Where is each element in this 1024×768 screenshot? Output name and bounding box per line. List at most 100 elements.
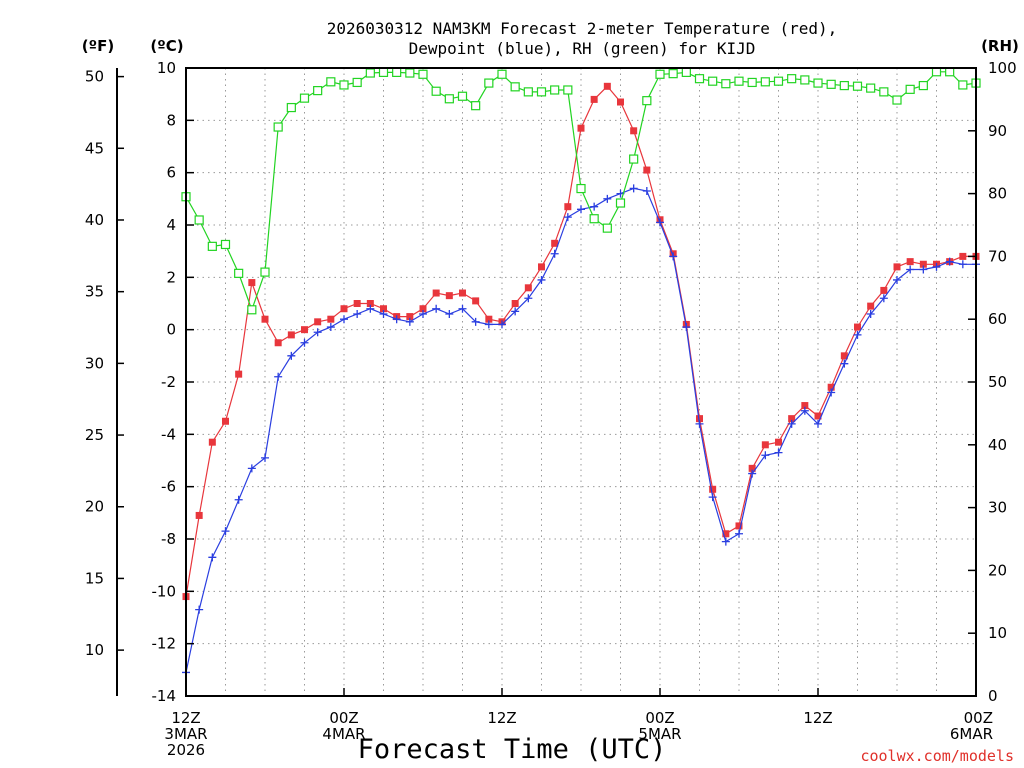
chart-title: 2026030312 NAM3KM Forecast 2-meter Tempe…: [327, 19, 838, 38]
temperature-point: [748, 464, 756, 472]
dewpoint-point: [353, 309, 362, 318]
celsius-tick-label: -10: [152, 582, 177, 600]
temperature-point: [445, 292, 453, 300]
rh-point: [484, 78, 494, 88]
dewpoint-point: [682, 323, 691, 332]
dewpoint-point: [827, 388, 836, 397]
rh-tick-label: 70: [988, 247, 1007, 265]
dewpoint-point: [274, 372, 283, 381]
rh-point: [497, 69, 507, 79]
temperature-point: [577, 124, 585, 132]
rh-point: [694, 74, 705, 84]
x-tick-label: 00Z: [645, 709, 674, 727]
rh-point: [839, 80, 849, 91]
dewpoint-point: [247, 464, 256, 473]
dewpoint-point: [629, 184, 638, 193]
dewpoint-point: [774, 448, 783, 457]
rh-point: [787, 74, 797, 84]
rh-point: [879, 87, 889, 97]
fahrenheit-tick-label: 30: [85, 354, 104, 372]
rh-point: [905, 84, 915, 94]
rh-tick-label: 10: [988, 624, 1007, 642]
temperature-point: [893, 263, 901, 271]
temperature-point: [472, 297, 480, 305]
rh-point: [313, 86, 323, 96]
rh-point: [299, 93, 310, 103]
temperature-point: [432, 289, 440, 297]
chart-subtitle: Dewpoint (blue), RH (green) for KIJD: [409, 39, 756, 58]
rh-point: [747, 77, 757, 88]
rh-tick-label: 20: [988, 561, 1007, 579]
x-tick-label: 12Z: [171, 709, 200, 727]
dewpoint-point: [300, 338, 309, 347]
rh-point: [365, 68, 375, 78]
dewpoint-point: [498, 320, 506, 329]
series-rh: [181, 67, 981, 315]
celsius-tick-label: 2: [166, 268, 176, 286]
dewpoint-point: [511, 307, 520, 316]
rh-point: [286, 102, 296, 113]
temperature-point: [603, 82, 611, 90]
celsius-axis-label: (ºC): [150, 37, 183, 55]
x-tick-label: 00Z: [964, 709, 993, 727]
dewpoint-point: [550, 249, 559, 258]
rh-point: [800, 75, 810, 85]
rh-point: [247, 305, 257, 315]
rh-point: [431, 86, 441, 96]
x-tick-label: 12Z: [487, 709, 516, 727]
rh-point: [207, 241, 217, 251]
temperature-point: [761, 441, 769, 449]
dewpoint-point: [800, 406, 809, 415]
rh-point: [721, 79, 731, 89]
dewpoint-point: [577, 205, 585, 214]
temperature-point: [564, 203, 572, 211]
temperature-point: [827, 383, 835, 391]
rh-point: [457, 91, 468, 101]
dewpoint-point: [761, 451, 770, 460]
temperature-point: [380, 305, 387, 313]
dewpoint-point: [853, 330, 862, 339]
temperature-point: [340, 305, 348, 313]
temperature-point: [406, 313, 414, 321]
rh-point: [826, 79, 836, 89]
temperature-point: [696, 415, 703, 423]
dewpoint-point: [524, 294, 533, 303]
temperature-point: [222, 417, 229, 425]
temperature-point: [880, 286, 888, 294]
temperature-point: [630, 127, 638, 135]
rh-point: [471, 101, 481, 111]
rh-point: [773, 76, 784, 86]
rh-point: [629, 154, 639, 164]
rh-point: [418, 69, 428, 79]
dewpoint-point: [735, 529, 743, 538]
dewpoint-point: [419, 309, 427, 318]
rh-point: [194, 215, 204, 225]
dewpoint-point: [340, 315, 348, 324]
rh-tick-label: 30: [988, 499, 1007, 517]
dewpoint-point: [656, 218, 664, 227]
fahrenheit-axis-label: (ºF): [82, 37, 114, 55]
temperature-point: [801, 402, 809, 410]
celsius-tick-label: -8: [161, 530, 176, 548]
rh-point: [642, 96, 652, 106]
rh-point: [576, 183, 586, 194]
fahrenheit-tick-label: 35: [85, 283, 104, 301]
dewpoint-point: [866, 309, 875, 318]
rh-point: [655, 69, 665, 79]
dewpoint-point: [748, 469, 757, 478]
fahrenheit-tick-label: 15: [85, 569, 104, 587]
temperature-point: [867, 302, 875, 310]
rh-point: [550, 85, 560, 95]
celsius-tick-label: -6: [161, 478, 176, 496]
temperature-point: [617, 98, 624, 106]
temperature-point: [287, 331, 295, 339]
rh-point: [378, 67, 389, 77]
dewpoint-point: [840, 359, 849, 368]
x-axis-label: Forecast Time (UTC): [358, 734, 667, 765]
dewpoint-point: [893, 275, 901, 284]
temperature-point: [327, 315, 335, 323]
dewpoint-point: [945, 257, 954, 266]
rh-point: [352, 77, 362, 88]
rh-point: [602, 223, 612, 233]
temperature-point: [709, 485, 717, 493]
